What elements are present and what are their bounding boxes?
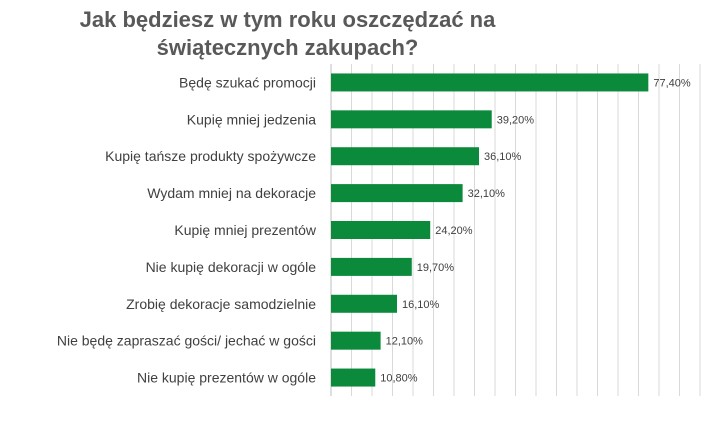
category-label: Nie kupię dekoracji w ogóle	[146, 259, 317, 275]
category-label: Nie kupię prezentów w ogóle	[137, 370, 316, 386]
data-label: 24,20%	[435, 225, 473, 237]
category-label: Wydam mniej na dekoracje	[147, 185, 316, 201]
category-label: Będę szukać promocji	[179, 74, 316, 90]
category-label: Zrobię dekoracje samodzielnie	[126, 296, 316, 312]
bar	[331, 221, 431, 239]
category-label: Nie będę zapraszać gości/ jechać w gości	[57, 333, 316, 349]
chart-title-line-2: świątecznych zakupach?	[156, 35, 419, 60]
data-label: 39,20%	[497, 114, 535, 126]
category-label: Kupię mniej prezentów	[174, 222, 317, 238]
bar	[331, 331, 381, 350]
data-label: 12,10%	[386, 336, 424, 348]
data-label: 10,80%	[380, 373, 418, 385]
bar	[331, 257, 412, 276]
data-label: 32,10%	[468, 188, 506, 200]
bar	[331, 184, 463, 203]
category-label: Kupię mniej jedzenia	[187, 111, 316, 127]
bar	[331, 73, 649, 92]
category-label: Kupię tańsze produkty spożywcze	[105, 148, 316, 164]
chart-title: Jak będziesz w tym roku oszczędzać na św…	[0, 6, 575, 62]
chart-title-line-1: Jak będziesz w tym roku oszczędzać na	[79, 7, 496, 32]
data-label: 77,40%	[653, 77, 691, 89]
bar	[331, 147, 480, 166]
bar	[331, 294, 398, 313]
data-label: 16,10%	[402, 299, 440, 311]
data-label: 19,70%	[417, 262, 455, 274]
bar	[331, 110, 492, 129]
data-label: 36,10%	[484, 151, 522, 163]
bar	[331, 368, 376, 387]
